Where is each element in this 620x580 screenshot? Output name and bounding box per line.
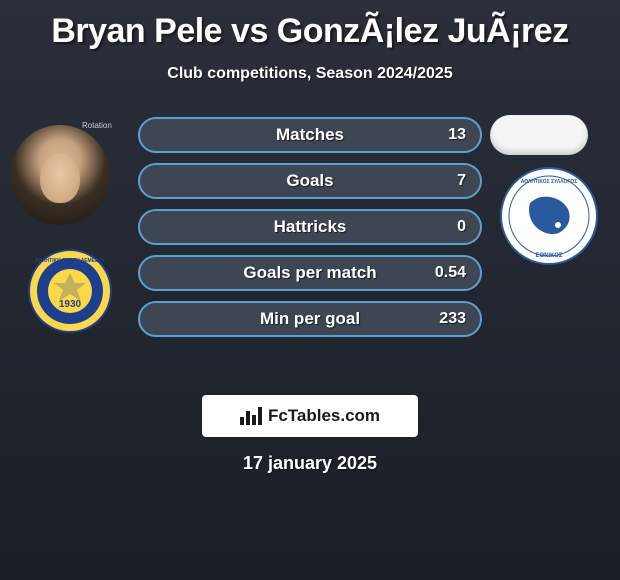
stat-row: Hattricks 0: [138, 209, 482, 245]
club-left-badge: 1930 ΑΘΛΗΤΙΚΗ ΕΝΩΣΗ ΛΕΜΕΣΟΥ: [28, 249, 112, 333]
source-logo: FcTables.com: [202, 395, 418, 437]
page-title: Bryan Pele vs GonzÃ¡lez JuÃ¡rez: [0, 0, 620, 51]
svg-text:ΕΘΝΙΚΟΣ: ΕΘΝΙΚΟΣ: [536, 253, 563, 259]
stat-label: Matches: [276, 125, 344, 145]
stat-row: Matches 13: [138, 117, 482, 153]
stat-value-right: 0: [457, 218, 466, 236]
svg-text:ΑΘΛΗΤΙΚΟΣ ΣΥΛΛΟΓΟΣ: ΑΘΛΗΤΙΚΟΣ ΣΥΛΛΟΓΟΣ: [521, 179, 577, 185]
stat-row: Goals per match 0.54: [138, 255, 482, 291]
player-right-avatar: [490, 115, 588, 155]
stat-row: Min per goal 233: [138, 301, 482, 337]
subtitle: Club competitions, Season 2024/2025: [0, 65, 620, 83]
bar-chart-icon: [240, 407, 262, 425]
svg-text:ΑΘΛΗΤΙΚΗ ΕΝΩΣΗ ΛΕΜΕΣΟΥ: ΑΘΛΗΤΙΚΗ ΕΝΩΣΗ ΛΕΜΕΣΟΥ: [35, 258, 106, 264]
stat-value-right: 0.54: [435, 264, 466, 282]
source-logo-text: FcTables.com: [268, 406, 380, 426]
stat-label: Min per goal: [260, 309, 360, 329]
stat-value-right: 13: [448, 126, 466, 144]
stat-label: Goals per match: [243, 263, 376, 283]
footer-date: 17 january 2025: [0, 453, 620, 474]
stat-value-right: 233: [439, 310, 466, 328]
player-left-avatar: [10, 125, 110, 225]
stat-value-right: 7: [457, 172, 466, 190]
rotation-tag: Rotation: [82, 121, 112, 130]
stat-bars: Matches 13 Goals 7 Hattricks 0 Goals per…: [138, 117, 482, 347]
svg-text:1930: 1930: [59, 299, 82, 310]
club-right-badge: ΑΘΛΗΤΙΚΟΣ ΣΥΛΛΟΓΟΣ ΕΘΝΙΚΟΣ: [500, 167, 598, 265]
stat-row: Goals 7: [138, 163, 482, 199]
stat-label: Hattricks: [274, 217, 347, 237]
comparison-panel: Rotation 1930 ΑΘΛΗΤΙΚΗ ΕΝΩΣΗ ΛΕΜΕΣΟΥ ΑΘΛ…: [0, 117, 620, 377]
stat-label: Goals: [286, 171, 333, 191]
